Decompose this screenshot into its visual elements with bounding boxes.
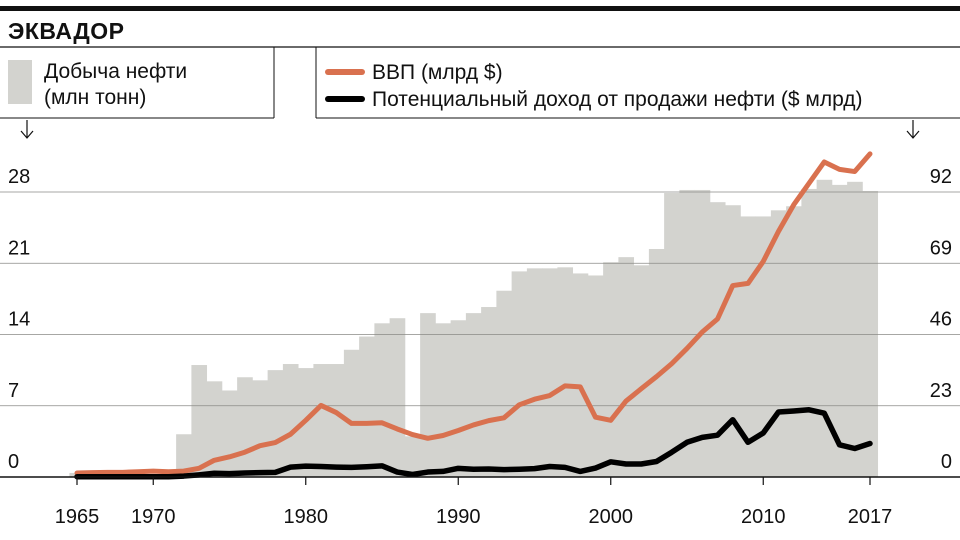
bar-1975 bbox=[221, 390, 238, 477]
bar-1996 bbox=[542, 268, 558, 477]
y-left-tick-0: 0 bbox=[8, 451, 19, 473]
bar-1972 bbox=[176, 434, 192, 477]
bar-2016 bbox=[847, 181, 863, 477]
bar-2010 bbox=[755, 216, 772, 477]
x-tick-label-1965: 1965 bbox=[55, 506, 100, 528]
bar-1986 bbox=[389, 318, 406, 477]
bar-1985 bbox=[374, 323, 391, 477]
y-left-tick-7: 7 bbox=[8, 380, 19, 402]
chart-title: ЭКВАДОР bbox=[8, 18, 124, 44]
x-tick-label-2017: 2017 bbox=[848, 506, 893, 528]
bar-1983 bbox=[343, 349, 360, 477]
right-axis-arrow-icon bbox=[906, 120, 920, 139]
bar-2001 bbox=[618, 257, 635, 477]
bar-1973 bbox=[191, 365, 208, 477]
bar-2013 bbox=[801, 188, 818, 477]
bar-2008 bbox=[725, 205, 741, 478]
y-right-tick-23: 23 bbox=[930, 380, 952, 402]
bar-2014 bbox=[816, 179, 833, 478]
x-axis: 1965 1970 1980 1990 2000 2010 2017 bbox=[55, 477, 893, 528]
bar-1999 bbox=[587, 275, 604, 477]
title-rule bbox=[0, 6, 960, 11]
x-tick-label-2010: 2010 bbox=[741, 506, 786, 528]
bar-2012 bbox=[786, 206, 802, 477]
bar-2011 bbox=[770, 210, 787, 477]
gdp-line bbox=[74, 151, 873, 476]
bar-1993 bbox=[496, 290, 513, 477]
bar-2003 bbox=[648, 249, 665, 477]
bar-2007 bbox=[709, 202, 726, 477]
bar-1981 bbox=[313, 364, 330, 477]
x-tick-label-1970: 1970 bbox=[131, 506, 176, 528]
legend-gdp-label: ВВП (млрд $) bbox=[372, 61, 503, 84]
y-right-tick-0: 0 bbox=[941, 451, 952, 473]
y-left-tick-21: 21 bbox=[8, 237, 30, 259]
bar-1994 bbox=[511, 271, 528, 477]
bar-1977 bbox=[252, 380, 269, 477]
bar-2017 bbox=[862, 190, 879, 478]
bar-2000 bbox=[603, 262, 619, 477]
left-axis-arrow-icon bbox=[20, 120, 34, 139]
y-right-tick-69: 69 bbox=[930, 237, 952, 259]
y-axis-right: 0 23 46 69 92 bbox=[930, 166, 952, 473]
x-tick-label-1980: 1980 bbox=[284, 506, 329, 528]
bar-1976 bbox=[237, 377, 253, 477]
bar-1992 bbox=[481, 307, 497, 477]
y-right-tick-92: 92 bbox=[930, 166, 952, 188]
x-tick-label-2000: 2000 bbox=[589, 506, 634, 528]
bar-1997 bbox=[557, 267, 574, 477]
legend-bar-label-line2: (млн тонн) bbox=[44, 86, 146, 109]
bar-series bbox=[69, 179, 879, 478]
bar-1978 bbox=[267, 370, 284, 478]
bar-2002 bbox=[633, 265, 650, 477]
y-left-tick-14: 14 bbox=[8, 309, 30, 331]
bar-1982 bbox=[328, 364, 345, 477]
legend-bar-swatch bbox=[8, 60, 32, 104]
bar-1984 bbox=[359, 336, 375, 477]
bar-1988 bbox=[420, 313, 436, 478]
legend-revenue-label: Потенциальный доход от продажи нефти ($ … bbox=[372, 88, 863, 111]
oil-revenue-line bbox=[74, 407, 873, 480]
bar-1995 bbox=[526, 268, 543, 477]
bar-2005 bbox=[679, 189, 696, 477]
bar-2004 bbox=[664, 193, 680, 477]
bar-1991 bbox=[465, 313, 482, 478]
x-tick-label-1990: 1990 bbox=[436, 506, 481, 528]
legend-bar-label-line1: Добыча нефти bbox=[44, 60, 187, 83]
bar-1979 bbox=[282, 364, 299, 477]
bar-1987 bbox=[404, 436, 421, 477]
bar-1989 bbox=[435, 323, 452, 477]
y-left-tick-28: 28 bbox=[8, 166, 30, 188]
y-axis-left: 0 7 14 21 28 bbox=[8, 166, 30, 473]
line-series bbox=[74, 151, 873, 480]
y-right-tick-46: 46 bbox=[930, 309, 952, 331]
bar-2015 bbox=[831, 184, 848, 478]
bar-1998 bbox=[572, 273, 589, 477]
bar-1974 bbox=[206, 381, 223, 477]
bar-1990 bbox=[450, 320, 467, 477]
